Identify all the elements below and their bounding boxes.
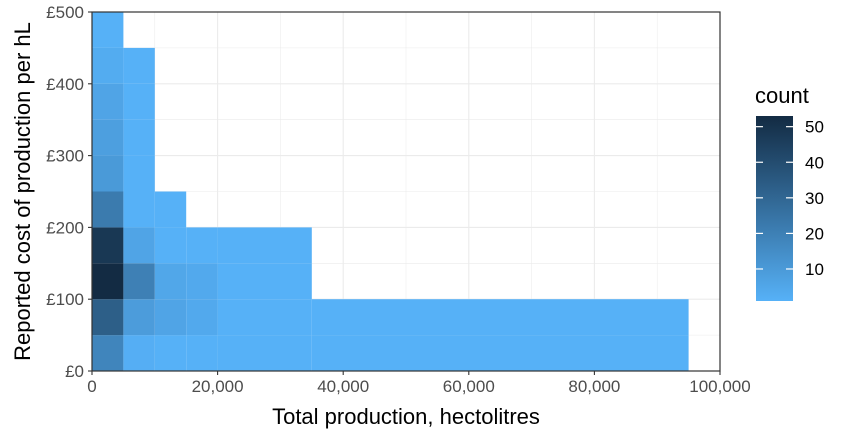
legend-tick-label: 40 xyxy=(805,153,824,172)
heatmap-tile xyxy=(217,227,312,264)
heatmap-tile xyxy=(186,299,218,336)
x-tick-label: 100,000 xyxy=(689,377,750,396)
heatmap-tile xyxy=(92,12,124,48)
heatmap-tiles xyxy=(92,12,689,371)
x-tick-label: 60,000 xyxy=(443,377,495,396)
legend-tick-label: 30 xyxy=(805,189,824,208)
heatmap-tile xyxy=(154,191,187,228)
y-tick-label: £400 xyxy=(46,75,84,94)
x-tick-label: 0 xyxy=(87,377,96,396)
y-axis-title: Reported cost of production per hL xyxy=(10,22,35,361)
x-tick-label: 40,000 xyxy=(317,377,369,396)
heatmap-tile xyxy=(123,227,155,264)
heatmap-tile xyxy=(154,227,187,264)
heatmap-tile xyxy=(186,335,218,371)
heatmap-tile xyxy=(92,263,124,300)
legend-tick-label: 10 xyxy=(805,260,824,279)
heatmap-tile xyxy=(123,83,155,120)
x-tick-label: 20,000 xyxy=(192,377,244,396)
heatmap-tile xyxy=(123,191,155,228)
panel-border xyxy=(91,11,721,372)
heatmap-tile xyxy=(217,263,312,300)
legend-title: count xyxy=(755,83,809,108)
x-axis-title: Total production, hectolitres xyxy=(272,404,540,429)
y-tick-label: £0 xyxy=(65,362,84,381)
heatmap-tile xyxy=(92,155,124,192)
heatmap-tile xyxy=(186,263,218,300)
x-axis: 0 20,000 40,000 60,000 80,000 100,000 xyxy=(87,371,751,396)
heatmap-tile xyxy=(154,335,187,371)
heatmap-tile xyxy=(154,299,187,336)
heatmap-tile xyxy=(311,335,689,371)
x-tick-label: 80,000 xyxy=(568,377,620,396)
heatmap-tile xyxy=(217,335,312,371)
heatmap-tile xyxy=(311,299,689,336)
y-tick-label: £200 xyxy=(46,218,84,237)
legend-ticks: 10 20 30 40 50 xyxy=(756,118,824,279)
y-tick-label: £500 xyxy=(46,3,84,22)
y-tick-label: £300 xyxy=(46,147,84,166)
y-tick-label: £100 xyxy=(46,290,84,309)
heatmap-tile xyxy=(92,47,124,84)
heatmap-tile xyxy=(92,335,124,371)
heatmap-tile xyxy=(123,263,155,300)
heatmap-tile xyxy=(123,335,155,371)
heatmap-tile xyxy=(154,263,187,300)
heatmap-tile xyxy=(123,119,155,156)
heatmap-tile xyxy=(186,227,218,264)
legend-tick-label: 20 xyxy=(805,224,824,243)
heatmap-tile xyxy=(92,299,124,336)
y-axis: £0 £100 £200 £300 £400 £500 xyxy=(46,3,92,381)
heatmap-tile xyxy=(123,155,155,192)
legend-colorbar xyxy=(756,116,793,301)
heatmap-tile xyxy=(92,191,124,228)
legend: count 10 20 30 40 50 xyxy=(755,83,824,301)
heatmap-tile xyxy=(92,83,124,120)
legend-tick-label: 50 xyxy=(805,118,824,137)
heatmap-tile xyxy=(123,299,155,336)
heatmap-tile xyxy=(217,299,312,336)
heatmap-tile xyxy=(123,47,155,84)
heatmap-tile xyxy=(92,119,124,156)
heatmap-tile xyxy=(92,227,124,264)
